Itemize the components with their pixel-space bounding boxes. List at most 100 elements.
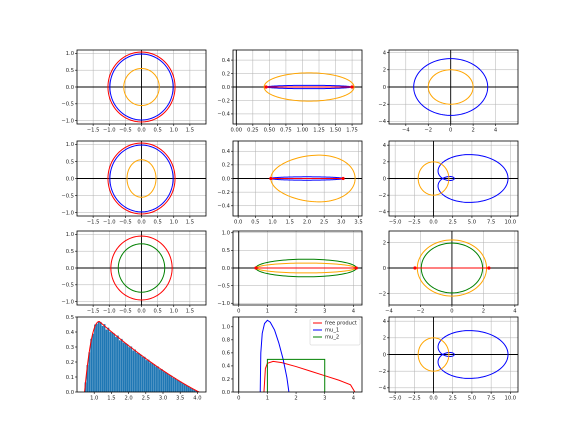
x-tick-label: 2 (294, 396, 297, 402)
histogram-bar (94, 324, 96, 392)
marker-point (254, 266, 258, 270)
x-tick-label: 1.0 (268, 220, 276, 226)
y-tick-label: 0.4 (222, 58, 231, 64)
x-tick-label: 0.0 (429, 396, 437, 402)
histogram-bar (97, 321, 100, 392)
histogram-bar (111, 332, 114, 392)
y-tick-label: 0.5 (66, 159, 74, 165)
x-tick-label: 1 (266, 309, 269, 315)
y-tick-label: 0.2 (222, 377, 230, 383)
axes-frame (232, 316, 363, 393)
plot-area (238, 317, 356, 392)
panel-r1c2: 0.00 0.25 0.50 0.75 1.00 1.25 1.50 1.75 −0.4 −0.2… (217, 49, 363, 134)
x-tick-label: −2 (417, 309, 425, 315)
x-tick-label: 0.5 (154, 128, 162, 134)
x-tick-label: −2 (424, 128, 432, 134)
y-tick-label: 0 (383, 85, 386, 91)
y-tick-label: 2 (383, 336, 386, 342)
histogram-bar (107, 327, 110, 392)
x-tick-label: 2.0 (303, 220, 311, 226)
x-tick-label: 10.0 (505, 396, 517, 402)
y-tick-label: 1.0 (66, 142, 74, 148)
x-tick-label: 0.50 (264, 128, 276, 134)
histogram-bar (103, 324, 106, 392)
y-tick-label: 0.0 (222, 85, 230, 91)
y-tick-label: 0.5 (222, 248, 230, 254)
x-tick-label: −1.0 (103, 128, 116, 134)
histogram-bar (181, 383, 184, 392)
histogram-bar (138, 353, 140, 392)
x-tick-label: −2.5 (408, 396, 421, 402)
y-tick-label: 1.0 (222, 325, 230, 331)
histogram-bar (113, 333, 115, 392)
histogram-bar (166, 373, 169, 392)
plot-area (233, 231, 362, 305)
x-tick-label: 2.5 (320, 220, 328, 226)
y-tick-label: −0.5 (61, 283, 74, 289)
plot-area (389, 50, 518, 124)
marker-point (413, 266, 417, 270)
y-tick-label: −2 (378, 291, 386, 297)
panel-r2c3: −5.0 −2.5 0.0 2.5 5.0 7.5 10.0 −4 −2 0 2 4 (378, 140, 519, 226)
histogram-bar (86, 365, 89, 392)
y-tick-label: 0.2 (222, 71, 230, 77)
y-tick-label: 0.0 (66, 390, 74, 396)
legend-box (309, 318, 361, 346)
x-tick-label: 2 (294, 309, 297, 315)
x-tick-label: 7.5 (487, 396, 495, 402)
x-tick-label: 3 (323, 396, 326, 402)
y-tick-label: 2 (383, 160, 386, 166)
curve-ellipse (126, 159, 157, 198)
panel-r2c2: 0.0 0.5 1.0 1.5 2.0 2.5 3.0 3.5 −0.4 −0.2 0.0 0.2 0.… (217, 140, 363, 226)
x-tick-label: 0.5 (251, 220, 259, 226)
x-tick-label: 0.5 (154, 309, 162, 315)
legend-label: mu_2 (325, 335, 339, 341)
panel-r3c1: −1.5 −1.0 −0.5 0.0 0.5 1.0 1.5−1.0−0.50.00.51.… (61, 230, 207, 315)
histogram-bar (90, 338, 93, 392)
series-line (263, 360, 356, 392)
histogram-bar (187, 386, 190, 392)
y-tick-label: −1.0 (61, 118, 74, 124)
histogram-bar (195, 390, 198, 392)
histogram-bar (115, 336, 117, 392)
x-tick-label: 0.0 (137, 128, 145, 134)
y-tick-label: 0 (383, 176, 386, 182)
histogram-bar (120, 338, 123, 392)
curve-ellipse (107, 142, 176, 215)
curve-ellipse (117, 243, 166, 293)
y-tick-label: 1.0 (222, 231, 230, 237)
x-tick-label: −4 (402, 128, 410, 134)
x-tick-label: 0.0 (429, 220, 437, 226)
y-tick-label: 0.2 (222, 163, 230, 169)
histogram-bar (147, 359, 150, 392)
histogram-bar (170, 375, 173, 392)
y-tick-label: 0.6 (222, 351, 230, 357)
y-tick-label: 0 (383, 352, 386, 358)
y-tick-label: 0.5 (66, 249, 74, 255)
plot-area (77, 141, 206, 216)
y-tick-label: −2 (378, 193, 386, 199)
y-tick-label: −0.4 (217, 204, 230, 210)
x-tick-label: 1.00 (297, 128, 309, 134)
x-tick-label: 2.5 (449, 396, 457, 402)
density-curve (84, 321, 200, 392)
y-tick-label: −1.0 (217, 301, 230, 307)
panel-r4c2: 0 1 2 3 4 0.0 0.2 0.4 0.6 0.8 1.0 free productmu_1m… (222, 316, 363, 402)
axes-frame (76, 316, 207, 393)
x-tick-label: 1.0 (170, 220, 178, 226)
curve-ellipse (109, 53, 174, 121)
x-tick-label: 0.0 (137, 220, 145, 226)
x-tick-label: −0.5 (119, 220, 132, 226)
histogram-bar (141, 357, 144, 392)
y-tick-label: −0.4 (217, 112, 230, 118)
y-tick-label: 0.5 (66, 315, 74, 321)
x-tick-label: 3.0 (337, 220, 345, 226)
plot-area (84, 321, 200, 392)
histogram-bar (126, 344, 129, 392)
y-tick-label: 0 (383, 266, 386, 272)
x-tick-label: 10.0 (505, 220, 517, 226)
y-tick-label: 1.0 (66, 232, 74, 238)
y-tick-label: 0.4 (222, 364, 231, 370)
y-tick-label: 0.0 (222, 266, 230, 272)
